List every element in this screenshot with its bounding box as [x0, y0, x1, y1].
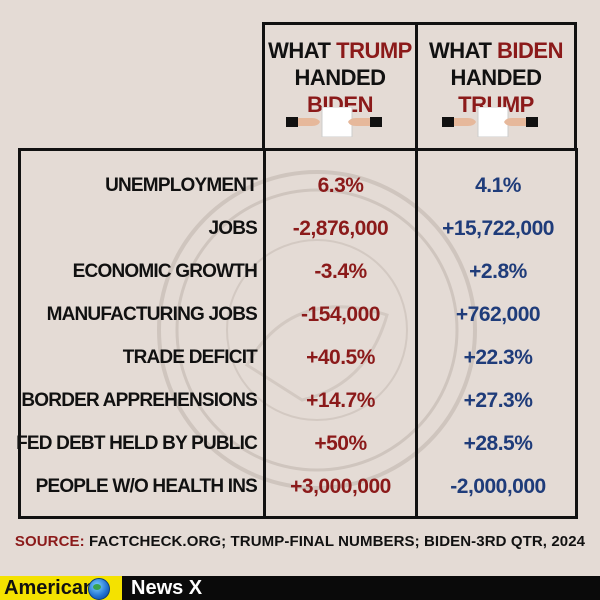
header-handed: HANDED [450, 65, 542, 90]
trump-value: +3,000,000 [290, 475, 391, 498]
biden-value: +28.5% [463, 432, 533, 455]
row-label: TRADE DEFICIT [122, 347, 258, 368]
table-row: JOBS -2,876,000 +15,722,000 [21, 207, 575, 250]
source-line: SOURCE: FACTCHECK.ORG; TRUMP-FINAL NUMBE… [0, 533, 600, 550]
column-divider [263, 151, 266, 516]
biden-value: +762,000 [455, 303, 541, 326]
channel-name: News X [131, 577, 203, 599]
biden-value: +15,722,000 [442, 217, 554, 240]
trump-value: -154,000 [301, 303, 380, 326]
source-prefix: SOURCE: [14, 533, 85, 550]
row-label: JOBS [208, 218, 257, 239]
header-trump-handed-biden: WHAT TRUMP HANDED BIDEN [262, 22, 418, 148]
biden-value: 4.1% [475, 174, 521, 197]
header-what: WHAT [429, 38, 492, 63]
table-row: ECONOMIC GROWTH -3.4% +2.8% [21, 250, 575, 293]
trump-value: +50% [314, 432, 367, 455]
table-row: TRADE DEFICIT +40.5% +22.3% [21, 336, 575, 379]
trump-value: 6.3% [317, 174, 364, 197]
trump-value: +40.5% [306, 346, 375, 369]
watermark-stamp [152, 165, 482, 495]
footer-bar: American News X [0, 576, 600, 600]
table-row: FED DEBT HELD BY PUBLIC +50% +28.5% [16, 422, 575, 465]
brand-name: American [4, 577, 96, 599]
trump-value: +14.7% [306, 389, 375, 412]
hand-passing-paper-icon [442, 106, 550, 143]
table-row: PEOPLE W/O HEALTH INS +3,000,000 -2,000,… [21, 465, 575, 508]
trump-value: -2,876,000 [292, 217, 389, 240]
column-divider [415, 151, 418, 516]
table-row: UNEMPLOYMENT 6.3% 4.1% [21, 164, 575, 207]
biden-value: +2.8% [469, 260, 527, 283]
header-name: TRUMP [336, 38, 412, 63]
header-name: BIDEN [497, 38, 563, 63]
table-row: MANUFACTURING JOBS -154,000 +762,000 [21, 293, 575, 336]
row-label: FED DEBT HELD BY PUBLIC [16, 433, 258, 454]
row-label: ECONOMIC GROWTH [72, 261, 258, 282]
source-text: FACTCHECK.ORG; TRUMP-FINAL NUMBERS; BIDE… [89, 533, 586, 550]
hand-passing-paper-icon [286, 106, 394, 143]
header-handed: HANDED [294, 65, 386, 90]
header-what: WHAT [268, 38, 331, 63]
biden-value: -2,000,000 [450, 475, 546, 498]
table-row: BORDER APPREHENSIONS +14.7% +27.3% [21, 379, 575, 422]
row-label: BORDER APPREHENSIONS [21, 390, 257, 411]
row-label: PEOPLE W/O HEALTH INS [35, 476, 258, 497]
biden-value: +27.3% [463, 389, 533, 412]
globe-icon [88, 578, 110, 600]
trump-value: -3.4% [314, 260, 367, 283]
brand-logo: American [0, 576, 122, 600]
header-biden-handed-trump: WHAT BIDEN HANDED TRUMP [415, 22, 577, 148]
row-label: UNEMPLOYMENT [105, 175, 258, 196]
comparison-table: UNEMPLOYMENT 6.3% 4.1% JOBS -2,876,000 +… [16, 148, 578, 519]
row-label: MANUFACTURING JOBS [46, 304, 258, 325]
biden-value: +22.3% [463, 346, 533, 369]
